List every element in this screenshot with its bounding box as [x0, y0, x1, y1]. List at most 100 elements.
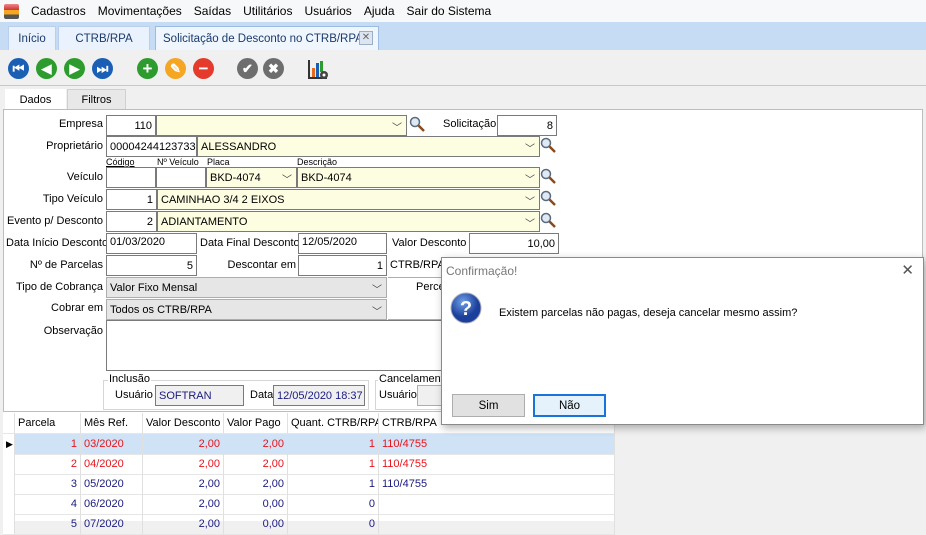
cell-parcela[interactable]: 3: [15, 474, 81, 495]
menu-movimentacoes[interactable]: Movimentações: [97, 4, 182, 18]
subtab-dados[interactable]: Dados: [5, 89, 66, 109]
cell-mes-ref[interactable]: 03/2020: [81, 434, 143, 455]
cell-parcela[interactable]: 4: [15, 494, 81, 515]
search-icon[interactable]: [540, 190, 556, 206]
cell-quant[interactable]: 1: [288, 434, 379, 455]
yes-button[interactable]: Sim: [452, 394, 525, 417]
cell-parcela[interactable]: 2: [15, 454, 81, 475]
evento-select[interactable]: ADIANTAMENTO ﹀: [157, 211, 540, 232]
menu-cadastros[interactable]: Cadastros: [31, 4, 86, 18]
data-inicio-label: Data Início Desconto: [6, 237, 109, 249]
cell-ctrb-rpa[interactable]: [379, 514, 615, 535]
evento-code-input[interactable]: 2: [106, 211, 157, 232]
previous-record-button[interactable]: ◀: [36, 58, 57, 79]
veiculo-codigo-input[interactable]: [106, 167, 156, 188]
valor-desconto-input[interactable]: 10,00: [469, 233, 559, 254]
column-header-parcela[interactable]: Parcela: [15, 413, 81, 434]
last-record-button[interactable]: ⏭: [92, 58, 113, 79]
data-final-input[interactable]: 12/05/2020: [298, 233, 387, 254]
no-button[interactable]: Não: [533, 394, 606, 417]
tab-ctrb-rpa[interactable]: CTRB/RPA: [58, 26, 150, 50]
column-header-valor-desconto[interactable]: Valor Desconto: [143, 413, 224, 434]
menu-utilitarios[interactable]: Utilitários: [243, 4, 293, 18]
cell-valor-pago[interactable]: 2,00: [224, 474, 288, 495]
next-record-button[interactable]: ▶: [64, 58, 85, 79]
tab-solicitacao-desconto[interactable]: Solicitação de Desconto no CTRB/RPA ✕: [155, 26, 379, 50]
tipo-veiculo-label: Tipo Veículo: [42, 193, 103, 205]
search-icon[interactable]: [409, 116, 425, 132]
first-record-button[interactable]: ⏮: [8, 58, 29, 79]
cell-mes-ref[interactable]: 07/2020: [81, 514, 143, 535]
menu-saidas[interactable]: Saídas: [193, 4, 232, 18]
tipo-veiculo-code-input[interactable]: 1: [106, 189, 157, 210]
cell-quant[interactable]: 1: [288, 454, 379, 475]
veiculo-placa-select[interactable]: BKD-4074 ﹀: [206, 167, 297, 188]
cell-valor-desconto[interactable]: 2,00: [143, 514, 224, 535]
cell-parcela[interactable]: 1: [15, 434, 81, 455]
cell-valor-desconto[interactable]: 2,00: [143, 474, 224, 495]
veiculo-numero-input[interactable]: [156, 167, 206, 188]
table-row[interactable]: 4 06/2020 2,00 0,00 0: [3, 494, 615, 515]
cell-ctrb-rpa[interactable]: [379, 494, 615, 515]
menu-ajuda[interactable]: Ajuda: [363, 4, 395, 18]
cell-quant[interactable]: 0: [288, 514, 379, 535]
cancelamento-title: Cancelament: [378, 373, 445, 385]
cell-valor-pago[interactable]: 2,00: [224, 454, 288, 475]
empresa-select[interactable]: ﹀: [156, 115, 407, 136]
edit-button[interactable]: ✎: [165, 58, 186, 79]
column-header-valor-pago[interactable]: Valor Pago: [224, 413, 288, 434]
search-icon[interactable]: [540, 212, 556, 228]
search-icon[interactable]: [540, 168, 556, 184]
cell-valor-pago[interactable]: 0,00: [224, 514, 288, 535]
cancel-button[interactable]: ✖: [263, 58, 284, 79]
cancelamento-group: Cancelament: [375, 373, 445, 410]
table-row[interactable]: 2 04/2020 2,00 2,00 1 110/4755: [3, 454, 615, 475]
search-icon[interactable]: [540, 137, 556, 153]
proprietario-label: Proprietário: [46, 140, 103, 152]
delete-button[interactable]: −: [193, 58, 214, 79]
cell-quant[interactable]: 0: [288, 494, 379, 515]
proprietario-select[interactable]: ALESSANDRO ﹀: [197, 136, 540, 157]
column-header-mes-ref[interactable]: Mês Ref.: [81, 413, 143, 434]
toolbar: ⏮ ◀ ▶ ⏭ + ✎ − ✔ ✖: [0, 50, 926, 86]
column-header-quant[interactable]: Quant. CTRB/RPA: [288, 413, 379, 434]
observacao-textarea[interactable]: [106, 320, 446, 371]
subtab-filtros[interactable]: Filtros: [67, 89, 126, 109]
solicitacao-input[interactable]: 8: [497, 115, 557, 136]
table-row[interactable]: 5 07/2020 2,00 0,00 0: [3, 514, 615, 535]
cell-ctrb-rpa[interactable]: 110/4755: [379, 454, 615, 475]
cell-valor-pago[interactable]: 0,00: [224, 494, 288, 515]
table-row[interactable]: 3 05/2020 2,00 2,00 1 110/4755: [3, 474, 615, 495]
cell-parcela[interactable]: 5: [15, 514, 81, 535]
descontar-em-unit: CTRB/RPA: [390, 259, 445, 271]
cell-quant[interactable]: 1: [288, 474, 379, 495]
tipo-veiculo-select[interactable]: CAMINHAO 3/4 2 EIXOS ﹀: [157, 189, 540, 210]
empresa-code-input[interactable]: 110: [106, 115, 156, 136]
menu-usuarios[interactable]: Usuários: [304, 4, 352, 18]
data-inicio-input[interactable]: 01/03/2020: [106, 233, 197, 254]
descontar-em-input[interactable]: 1: [298, 255, 387, 276]
close-icon[interactable]: ✕: [901, 262, 914, 279]
menu-sair[interactable]: Sair do Sistema: [406, 4, 492, 18]
tab-inicio[interactable]: Início: [8, 26, 56, 50]
cell-mes-ref[interactable]: 05/2020: [81, 474, 143, 495]
report-chart-button[interactable]: [307, 58, 328, 79]
cobrar-em-select[interactable]: Todos os CTRB/RPA ﹀: [106, 299, 387, 320]
cell-mes-ref[interactable]: 04/2020: [81, 454, 143, 475]
chart-gear-icon: [308, 59, 328, 79]
confirm-button[interactable]: ✔: [237, 58, 258, 79]
veiculo-descricao-select[interactable]: BKD-4074 ﹀: [297, 167, 540, 188]
cell-valor-desconto[interactable]: 2,00: [143, 434, 224, 455]
tipo-cobranca-select[interactable]: Valor Fixo Mensal ﹀: [106, 277, 387, 298]
cell-valor-desconto[interactable]: 2,00: [143, 494, 224, 515]
table-row[interactable]: ▶ 1 03/2020 2,00 2,00 1 110/4755: [3, 434, 615, 455]
cell-valor-pago[interactable]: 2,00: [224, 434, 288, 455]
parcelas-input[interactable]: 5: [106, 255, 197, 276]
proprietario-code-input[interactable]: 00004244123733: [106, 136, 197, 157]
close-tab-icon[interactable]: ✕: [359, 31, 373, 45]
add-button[interactable]: +: [137, 58, 158, 79]
cell-mes-ref[interactable]: 06/2020: [81, 494, 143, 515]
cell-ctrb-rpa[interactable]: 110/4755: [379, 434, 615, 455]
cell-valor-desconto[interactable]: 2,00: [143, 454, 224, 475]
cell-ctrb-rpa[interactable]: 110/4755: [379, 474, 615, 495]
